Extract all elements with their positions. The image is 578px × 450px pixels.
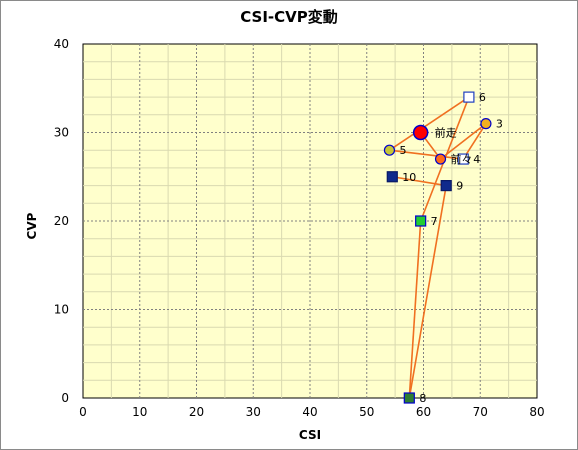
x-tick-label: 10 bbox=[132, 405, 147, 419]
data-point-label: 8 bbox=[419, 392, 426, 405]
data-point-label: 4 bbox=[473, 153, 480, 166]
x-tick-label: 80 bbox=[529, 405, 544, 419]
y-tick-label: 30 bbox=[54, 126, 69, 140]
x-tick-label: 20 bbox=[189, 405, 204, 419]
y-tick-label: 40 bbox=[54, 37, 69, 51]
series-segment bbox=[392, 175, 447, 187]
data-point-label: 10 bbox=[402, 171, 416, 184]
grid bbox=[83, 44, 537, 398]
data-point-label: 3 bbox=[496, 118, 503, 131]
series-segment bbox=[462, 123, 487, 160]
data-point bbox=[440, 180, 452, 192]
data-point bbox=[434, 153, 447, 165]
data-points bbox=[383, 91, 492, 404]
x-tick-label: 40 bbox=[302, 405, 317, 419]
data-point bbox=[457, 153, 469, 165]
series-segment bbox=[408, 185, 447, 399]
data-point-label: 前々 bbox=[451, 152, 473, 166]
chart-title: CSI-CVP変動 bbox=[240, 8, 338, 26]
x-tick-label: 50 bbox=[359, 405, 374, 419]
x-tick-label: 30 bbox=[246, 405, 261, 419]
data-point bbox=[415, 215, 427, 227]
data-point-label: 9 bbox=[456, 180, 463, 193]
data-point-label: 6 bbox=[479, 91, 486, 104]
data-point bbox=[383, 144, 396, 156]
data-point-label: 5 bbox=[399, 144, 406, 157]
x-tick-label: 60 bbox=[416, 405, 431, 419]
data-point-label: 前走 bbox=[435, 126, 457, 140]
series-lines bbox=[389, 96, 487, 399]
y-tick-label: 10 bbox=[54, 303, 69, 317]
series-segment bbox=[389, 149, 464, 160]
x-tick-label: 0 bbox=[79, 405, 87, 419]
y-tick-label: 0 bbox=[61, 391, 69, 405]
x-axis-label: CSI bbox=[299, 428, 321, 442]
tick-labels: 0 10 20 30 40 50 60 70 80 0 10 20 30 40 bbox=[54, 37, 545, 419]
data-point bbox=[386, 171, 398, 183]
data-point bbox=[463, 91, 475, 103]
series-segment bbox=[440, 123, 487, 160]
x-tick-label: 70 bbox=[473, 405, 488, 419]
series-segment bbox=[408, 220, 422, 399]
series-segment bbox=[389, 96, 470, 151]
data-point bbox=[403, 392, 415, 404]
data-point-label: 7 bbox=[431, 215, 438, 228]
data-point bbox=[412, 124, 429, 141]
data-point bbox=[480, 118, 492, 130]
y-tick-label: 20 bbox=[54, 214, 69, 228]
y-axis-label: CVP bbox=[25, 212, 39, 239]
